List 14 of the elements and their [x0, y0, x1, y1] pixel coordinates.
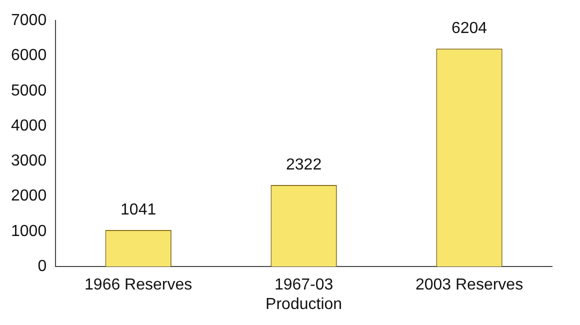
x-tick-label: 1966 Reserves — [84, 276, 192, 294]
y-tick-label: 5000 — [11, 82, 47, 100]
data-label: 6204 — [451, 20, 488, 37]
x-tick-label: 2003 Reserves — [415, 276, 524, 294]
y-tick-label: 6000 — [11, 47, 47, 64]
y-tick-label: 2000 — [11, 188, 47, 205]
y-tick-label: 1000 — [11, 222, 47, 240]
y-tick-label: 4000 — [11, 117, 47, 134]
data-label: 2322 — [286, 156, 322, 174]
x-tick-label: 1967-03 Production — [266, 276, 342, 313]
y-tick-label: 3000 — [11, 152, 47, 170]
y-tick-label: 7000 — [11, 12, 47, 30]
y-tick-label: 0 — [38, 258, 47, 276]
data-label: 1041 — [120, 201, 156, 218]
